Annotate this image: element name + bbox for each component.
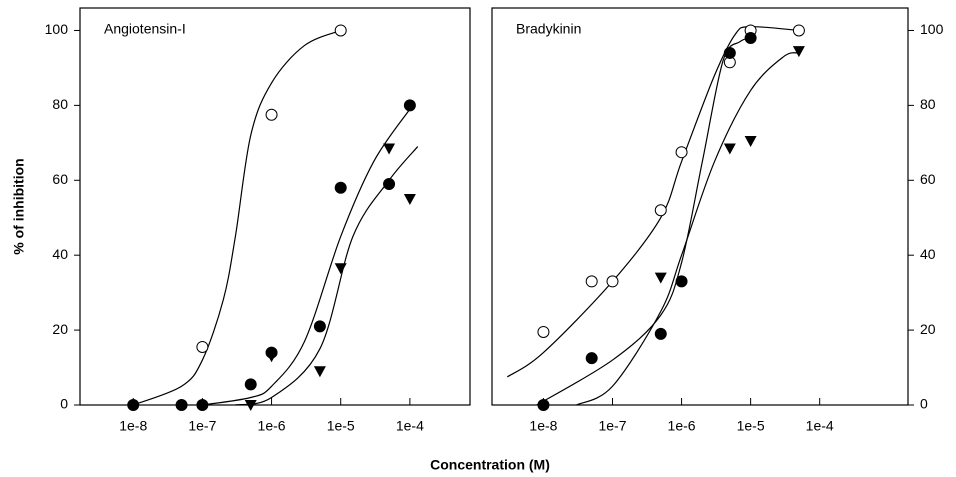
data-point bbox=[334, 24, 347, 37]
y-tick-label: 80 bbox=[52, 96, 68, 112]
x-axis-label: Concentration (M) bbox=[430, 457, 550, 473]
data-point bbox=[744, 135, 757, 147]
fit-curve bbox=[576, 52, 800, 406]
y-tick-label: 100 bbox=[920, 21, 944, 37]
x-tick-label: 1e-6 bbox=[258, 418, 286, 434]
y-axis-label: % of inhibition bbox=[11, 158, 27, 254]
data-point bbox=[537, 325, 550, 338]
data-point bbox=[792, 46, 805, 58]
data-point bbox=[403, 194, 416, 206]
y-axis-label: % of inhibition bbox=[953, 158, 956, 254]
x-tick-label: 1e-7 bbox=[188, 418, 216, 434]
data-point bbox=[127, 399, 140, 411]
data-point bbox=[723, 143, 736, 155]
y-tick-label: 60 bbox=[52, 171, 68, 187]
data-point bbox=[675, 275, 688, 288]
y-tick-label: 80 bbox=[920, 96, 936, 112]
data-point bbox=[196, 340, 209, 353]
data-point bbox=[654, 327, 667, 340]
data-point bbox=[403, 99, 416, 112]
x-tick-label: 1e-4 bbox=[806, 418, 834, 434]
fit-curve bbox=[536, 37, 751, 406]
y-tick-label: 100 bbox=[45, 21, 69, 37]
y-tick-label: 40 bbox=[52, 246, 68, 262]
data-point bbox=[244, 400, 257, 411]
x-tick-label: 1e-7 bbox=[598, 418, 626, 434]
x-tick-label: 1e-8 bbox=[119, 418, 147, 434]
data-point bbox=[175, 399, 188, 411]
x-tick-label: 1e-5 bbox=[327, 418, 355, 434]
panel: Angiotensin-I 0 20 40 60 80 100 1e-8 1e-7 1e-6 1e-… bbox=[11, 7, 471, 434]
fit-curve bbox=[506, 26, 799, 378]
data-point bbox=[675, 146, 688, 159]
data-point bbox=[265, 351, 278, 363]
data-point bbox=[334, 181, 347, 194]
data-point bbox=[654, 272, 667, 284]
x-tick-label: 1e-4 bbox=[396, 418, 424, 434]
data-point bbox=[606, 275, 619, 288]
data-point bbox=[585, 275, 598, 288]
data-point bbox=[744, 31, 757, 44]
fit-curve bbox=[202, 108, 411, 406]
plot-frame bbox=[491, 7, 909, 406]
panel-title: Angiotensin-I bbox=[104, 21, 186, 37]
data-point bbox=[383, 143, 396, 155]
x-tick-label: 1e-8 bbox=[529, 418, 557, 434]
data-point bbox=[383, 178, 396, 191]
y-tick-label: 40 bbox=[920, 246, 936, 262]
data-point bbox=[334, 263, 347, 275]
y-tick-label: 20 bbox=[52, 321, 68, 337]
plot-frame bbox=[79, 7, 471, 406]
y-tick-label: 0 bbox=[60, 396, 68, 412]
panel-title: Bradykinin bbox=[516, 21, 581, 37]
fit-curve bbox=[133, 29, 341, 406]
x-tick-label: 1e-6 bbox=[668, 418, 696, 434]
data-point bbox=[585, 352, 598, 365]
y-tick-label: 0 bbox=[920, 396, 928, 412]
y-tick-label: 20 bbox=[920, 321, 936, 337]
x-tick-label: 1e-5 bbox=[737, 418, 765, 434]
data-point bbox=[244, 378, 257, 391]
data-point bbox=[654, 204, 667, 217]
y-tick-label: 60 bbox=[920, 171, 936, 187]
data-point bbox=[313, 366, 326, 378]
panel: Bradykinin 0 20 40 60 80 100 1e-8 1e-7 1e-6 1e-5 1e… bbox=[491, 7, 956, 434]
data-point bbox=[537, 399, 550, 411]
data-point bbox=[723, 46, 736, 59]
data-point bbox=[313, 320, 326, 333]
data-point bbox=[265, 108, 278, 121]
data-point bbox=[792, 24, 805, 37]
data-point bbox=[196, 399, 209, 411]
